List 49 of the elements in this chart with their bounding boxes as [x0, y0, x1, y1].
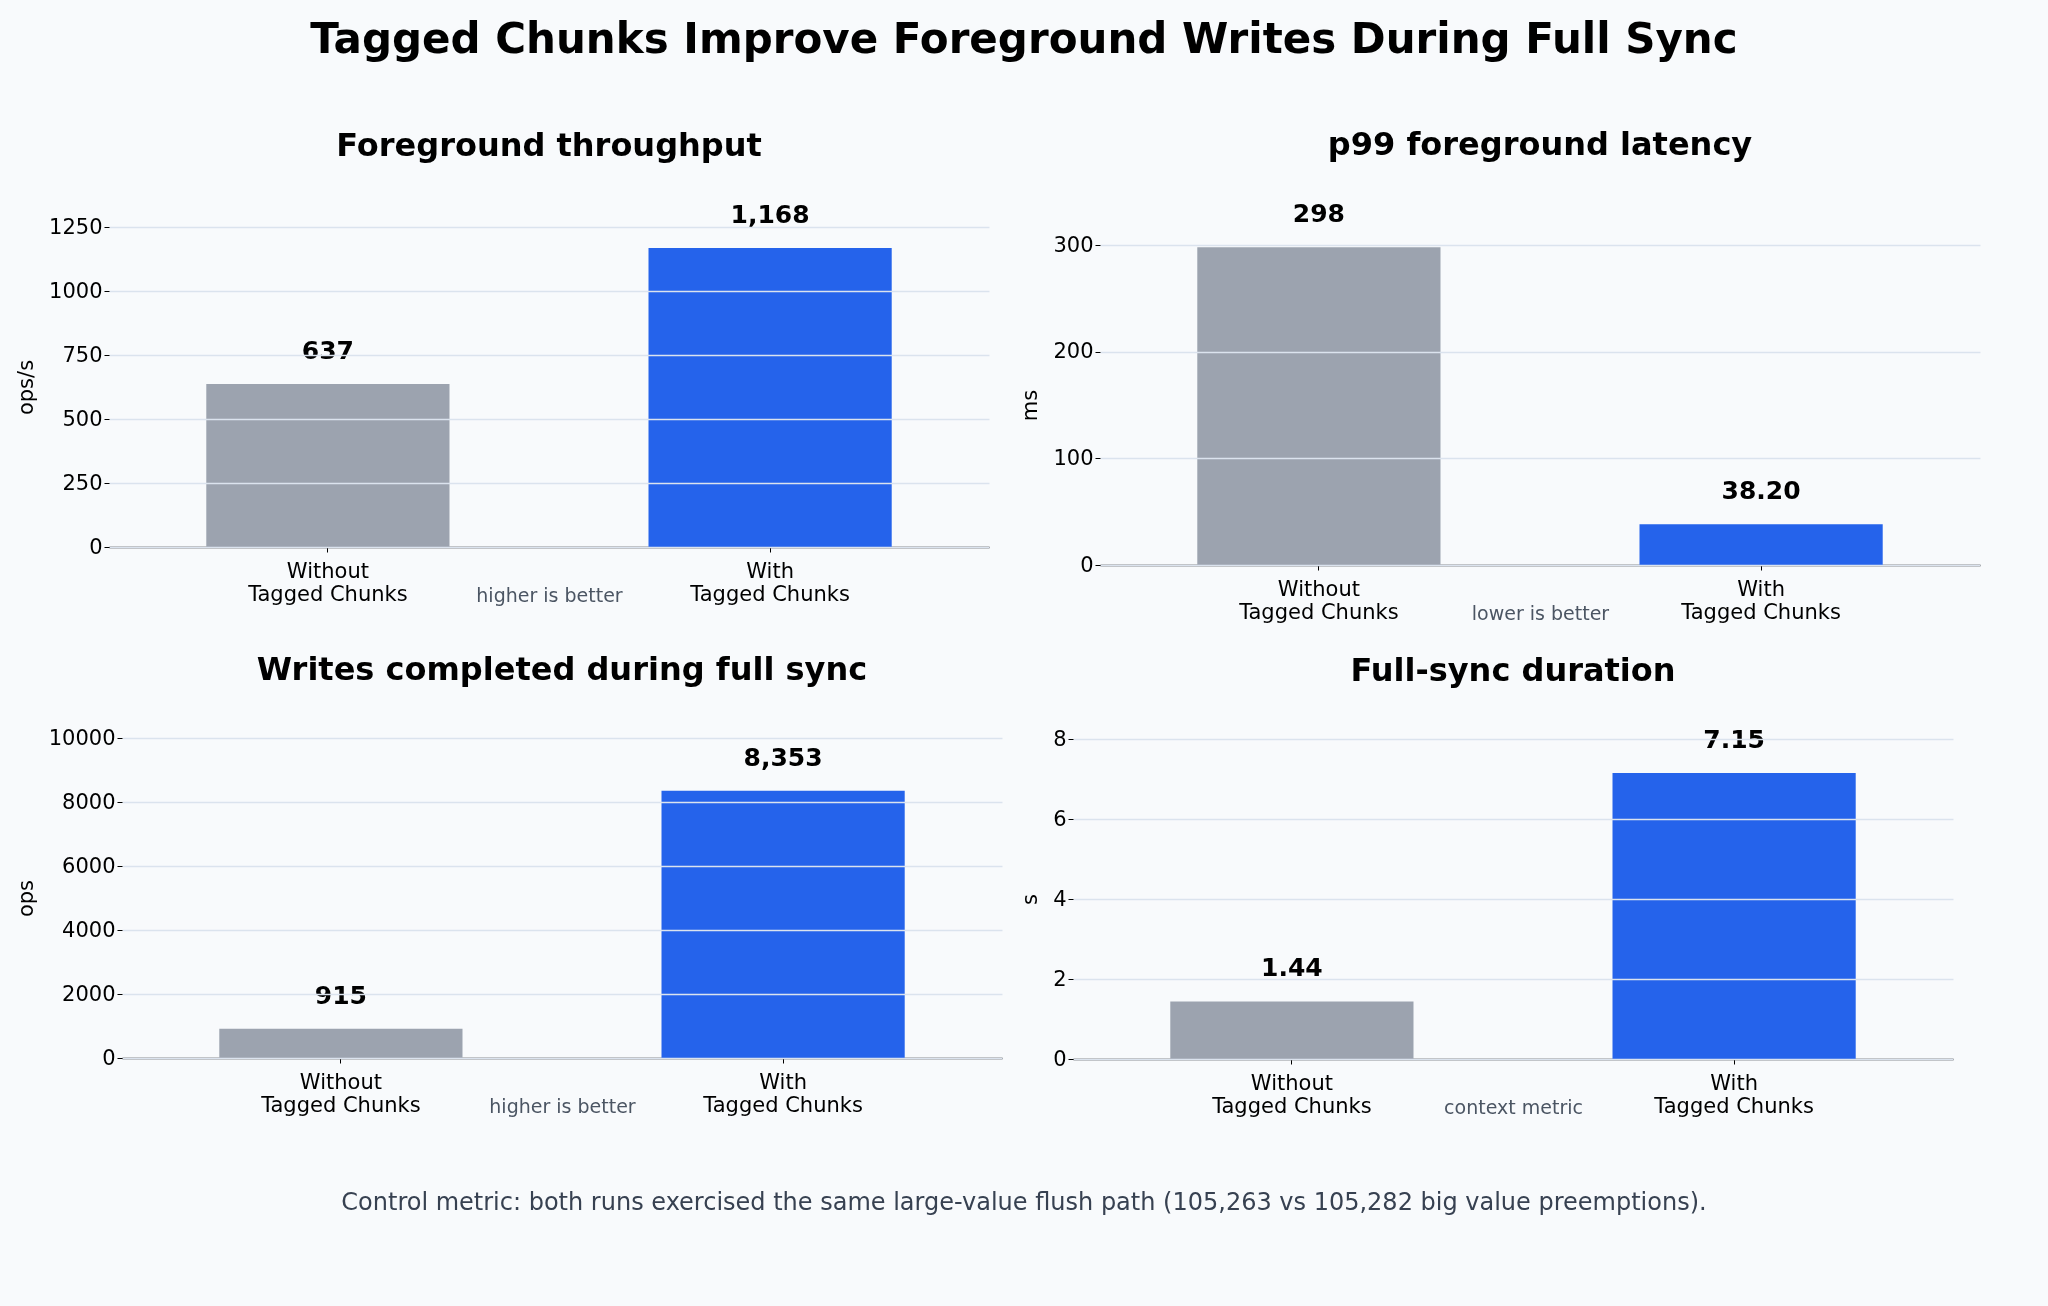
y-tick-label: 100 — [1053, 445, 1094, 470]
y-tick-label: 0 — [1053, 1046, 1067, 1071]
y-tick-label: 0 — [89, 534, 103, 559]
y-tick-label: 200 — [1053, 339, 1094, 364]
text: higher is better — [489, 1094, 636, 1117]
chart-title: Foreground throughput — [336, 125, 762, 164]
x-tick-label: Without Tagged Chunks — [260, 1069, 421, 1117]
chart-title: p99 foreground latency — [1327, 125, 1753, 164]
data-label: 1.44 — [1261, 953, 1323, 983]
data-label: 38.20 — [1721, 476, 1801, 506]
y-tick-label: 750 — [62, 342, 103, 367]
y-tick-label: 1250 — [49, 214, 103, 239]
y-tick-label: 2000 — [62, 981, 116, 1006]
x-tick-label: With Tagged Chunks — [702, 1069, 863, 1117]
y-axis-title: ops — [13, 879, 38, 918]
y-axis-title: ops/s — [14, 359, 39, 416]
chart-title: Writes completed during full sync — [256, 650, 868, 688]
data-label: 1,168 — [730, 199, 810, 229]
y-tick-label: 0 — [102, 1045, 116, 1070]
y-tick-label: 250 — [62, 470, 103, 495]
data-label: 8,353 — [743, 742, 823, 772]
y-tick-label: 8000 — [62, 789, 116, 814]
y-tick-label: 6 — [1053, 806, 1067, 831]
y-tick-label: 10000 — [48, 725, 116, 750]
data-label: 298 — [1292, 199, 1345, 229]
y-axis-title: s — [1018, 894, 1043, 905]
text: lower is better — [1471, 601, 1610, 624]
text: context metric — [1444, 1095, 1583, 1118]
data-label: 7.15 — [1703, 725, 1765, 754]
y-axis-title: ms — [1018, 389, 1043, 422]
y-tick-label: 500 — [62, 406, 103, 431]
x-tick-label: With Tagged Chunks — [1680, 576, 1841, 624]
x-tick-label: Without Tagged Chunks — [1211, 1070, 1372, 1118]
chart-title: Full-sync duration — [1350, 651, 1676, 689]
text: Tagged Chunks Improve Foreground Writes During Full Sync — [309, 13, 1739, 65]
x-tick-label: With Tagged Chunks — [689, 558, 850, 606]
y-tick-label: 300 — [1053, 232, 1094, 257]
text: Control metric: both runs exercised the same large-value flush path (105,263 vs 105,282 big value preemptions). — [340, 1188, 1708, 1216]
y-tick-label: 6000 — [62, 853, 116, 878]
x-tick-label: Without Tagged Chunks — [1238, 576, 1399, 624]
text: higher is better — [476, 583, 623, 606]
y-tick-label: 2 — [1053, 966, 1067, 991]
y-tick-label: 1000 — [49, 278, 103, 303]
x-tick-label: Without Tagged Chunks — [247, 558, 408, 606]
x-tick-label: With Tagged Chunks — [1653, 1070, 1814, 1118]
y-tick-label: 4 — [1053, 886, 1067, 911]
y-tick-label: 8 — [1053, 726, 1067, 751]
y-tick-label: 0 — [1080, 552, 1094, 577]
y-tick-label: 4000 — [62, 917, 116, 942]
